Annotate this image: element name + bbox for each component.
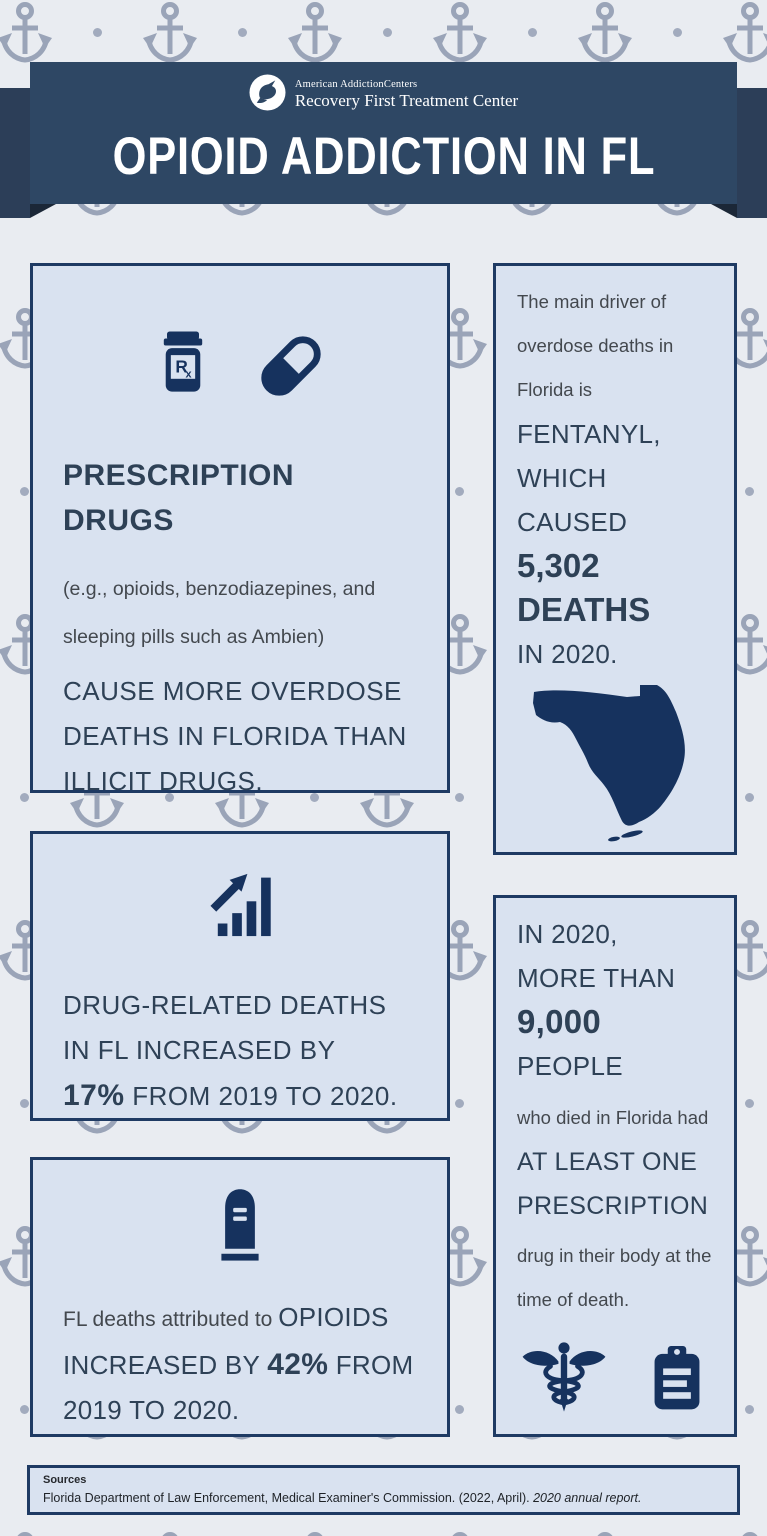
sources-citation: Florida Department of Law Enforcement, M… [43,1491,642,1505]
opioids-statement: FL deaths attributed to OPIOIDS INCREASE… [63,1302,414,1425]
nine-thousand-caps: IN 2020, MORE THAN 9,000 PEOPLE [517,912,713,1088]
nine-thousand-stat: 9,000 [517,1003,602,1040]
prescription-heading: PRESCRIPTION DRUGS [63,459,295,537]
nine-thousand-gray2: drug in their body at the time of death. [517,1245,712,1310]
page-title: OPIOID ADDICTION IN FL [112,127,655,186]
rx-bottle-icon: R x [151,329,215,408]
brand-name-large: Recovery First Treatment Center [294,91,519,111]
fentanyl-emphasis: FENTANYL, WHICH CAUSED [517,419,661,537]
brand-logo: American AddictionCenters Recovery First… [249,74,518,116]
brand-name-small: American AddictionCenters [294,79,418,91]
prescription-statement: CAUSE MORE OVERDOSE DEATHS IN FLORIDA TH… [63,676,407,796]
opioids-icon-row [63,1184,417,1269]
card-nine-thousand-people: IN 2020, MORE THAN 9,000 PEOPLE who died… [493,895,737,1437]
nine-thousand-gray1: who died in Florida had [517,1107,709,1128]
sources-label: Sources [43,1474,87,1486]
svg-text:x: x [186,369,192,381]
bar-chart-up-icon [203,868,277,947]
svg-text:R: R [175,356,188,376]
nine-thousand-icons [517,1340,713,1423]
brand-text: American AddictionCenters Recovery First… [295,79,518,111]
prescription-subtext: (e.g., opioids, benzodiazepines, and sle… [63,578,376,648]
tombstone-icon [209,1184,271,1269]
caduceus-icon [520,1340,608,1423]
dove-icon [249,74,286,116]
fentanyl-intro: The main driver of overdose deaths in Fl… [517,291,674,400]
increase-stat: 17% [63,1079,125,1112]
capsule-icon [253,328,329,409]
nine-thousand-emphasis: AT LEAST ONE PRESCRIPTION [517,1148,709,1220]
opioids-stat: 42% [267,1348,329,1381]
increase-icon-row [63,868,417,947]
sources-box: Sources Florida Department of Law Enforc… [27,1465,740,1515]
ribbon-tab-left [0,88,30,218]
card-drug-deaths-increase: DRUG-RELATED DEATHS IN FL INCREASED BY 1… [30,831,450,1121]
header-banner: American AddictionCenters Recovery First… [30,62,737,204]
sources-citation-italic: 2020 annual report. [533,1491,642,1505]
ribbon-tab-right [737,88,767,218]
increase-statement: DRUG-RELATED DEATHS IN FL INCREASED BY 1… [63,990,398,1112]
prescription-icons: R x [63,328,417,409]
florida-map [517,682,713,844]
card-fentanyl: The main driver of overdose deaths in Fl… [493,263,737,855]
fentanyl-outro: IN 2020. [517,639,618,669]
card-prescription-drugs: R x PRESCRIPTION DRUGS (e.g., opioids, b… [30,263,450,796]
clipboard-icon [644,1343,710,1420]
card-opioid-deaths-increase: FL deaths attributed to OPIOIDS INCREASE… [30,1157,450,1437]
fentanyl-stat: 5,302 DEATHS [517,547,651,628]
